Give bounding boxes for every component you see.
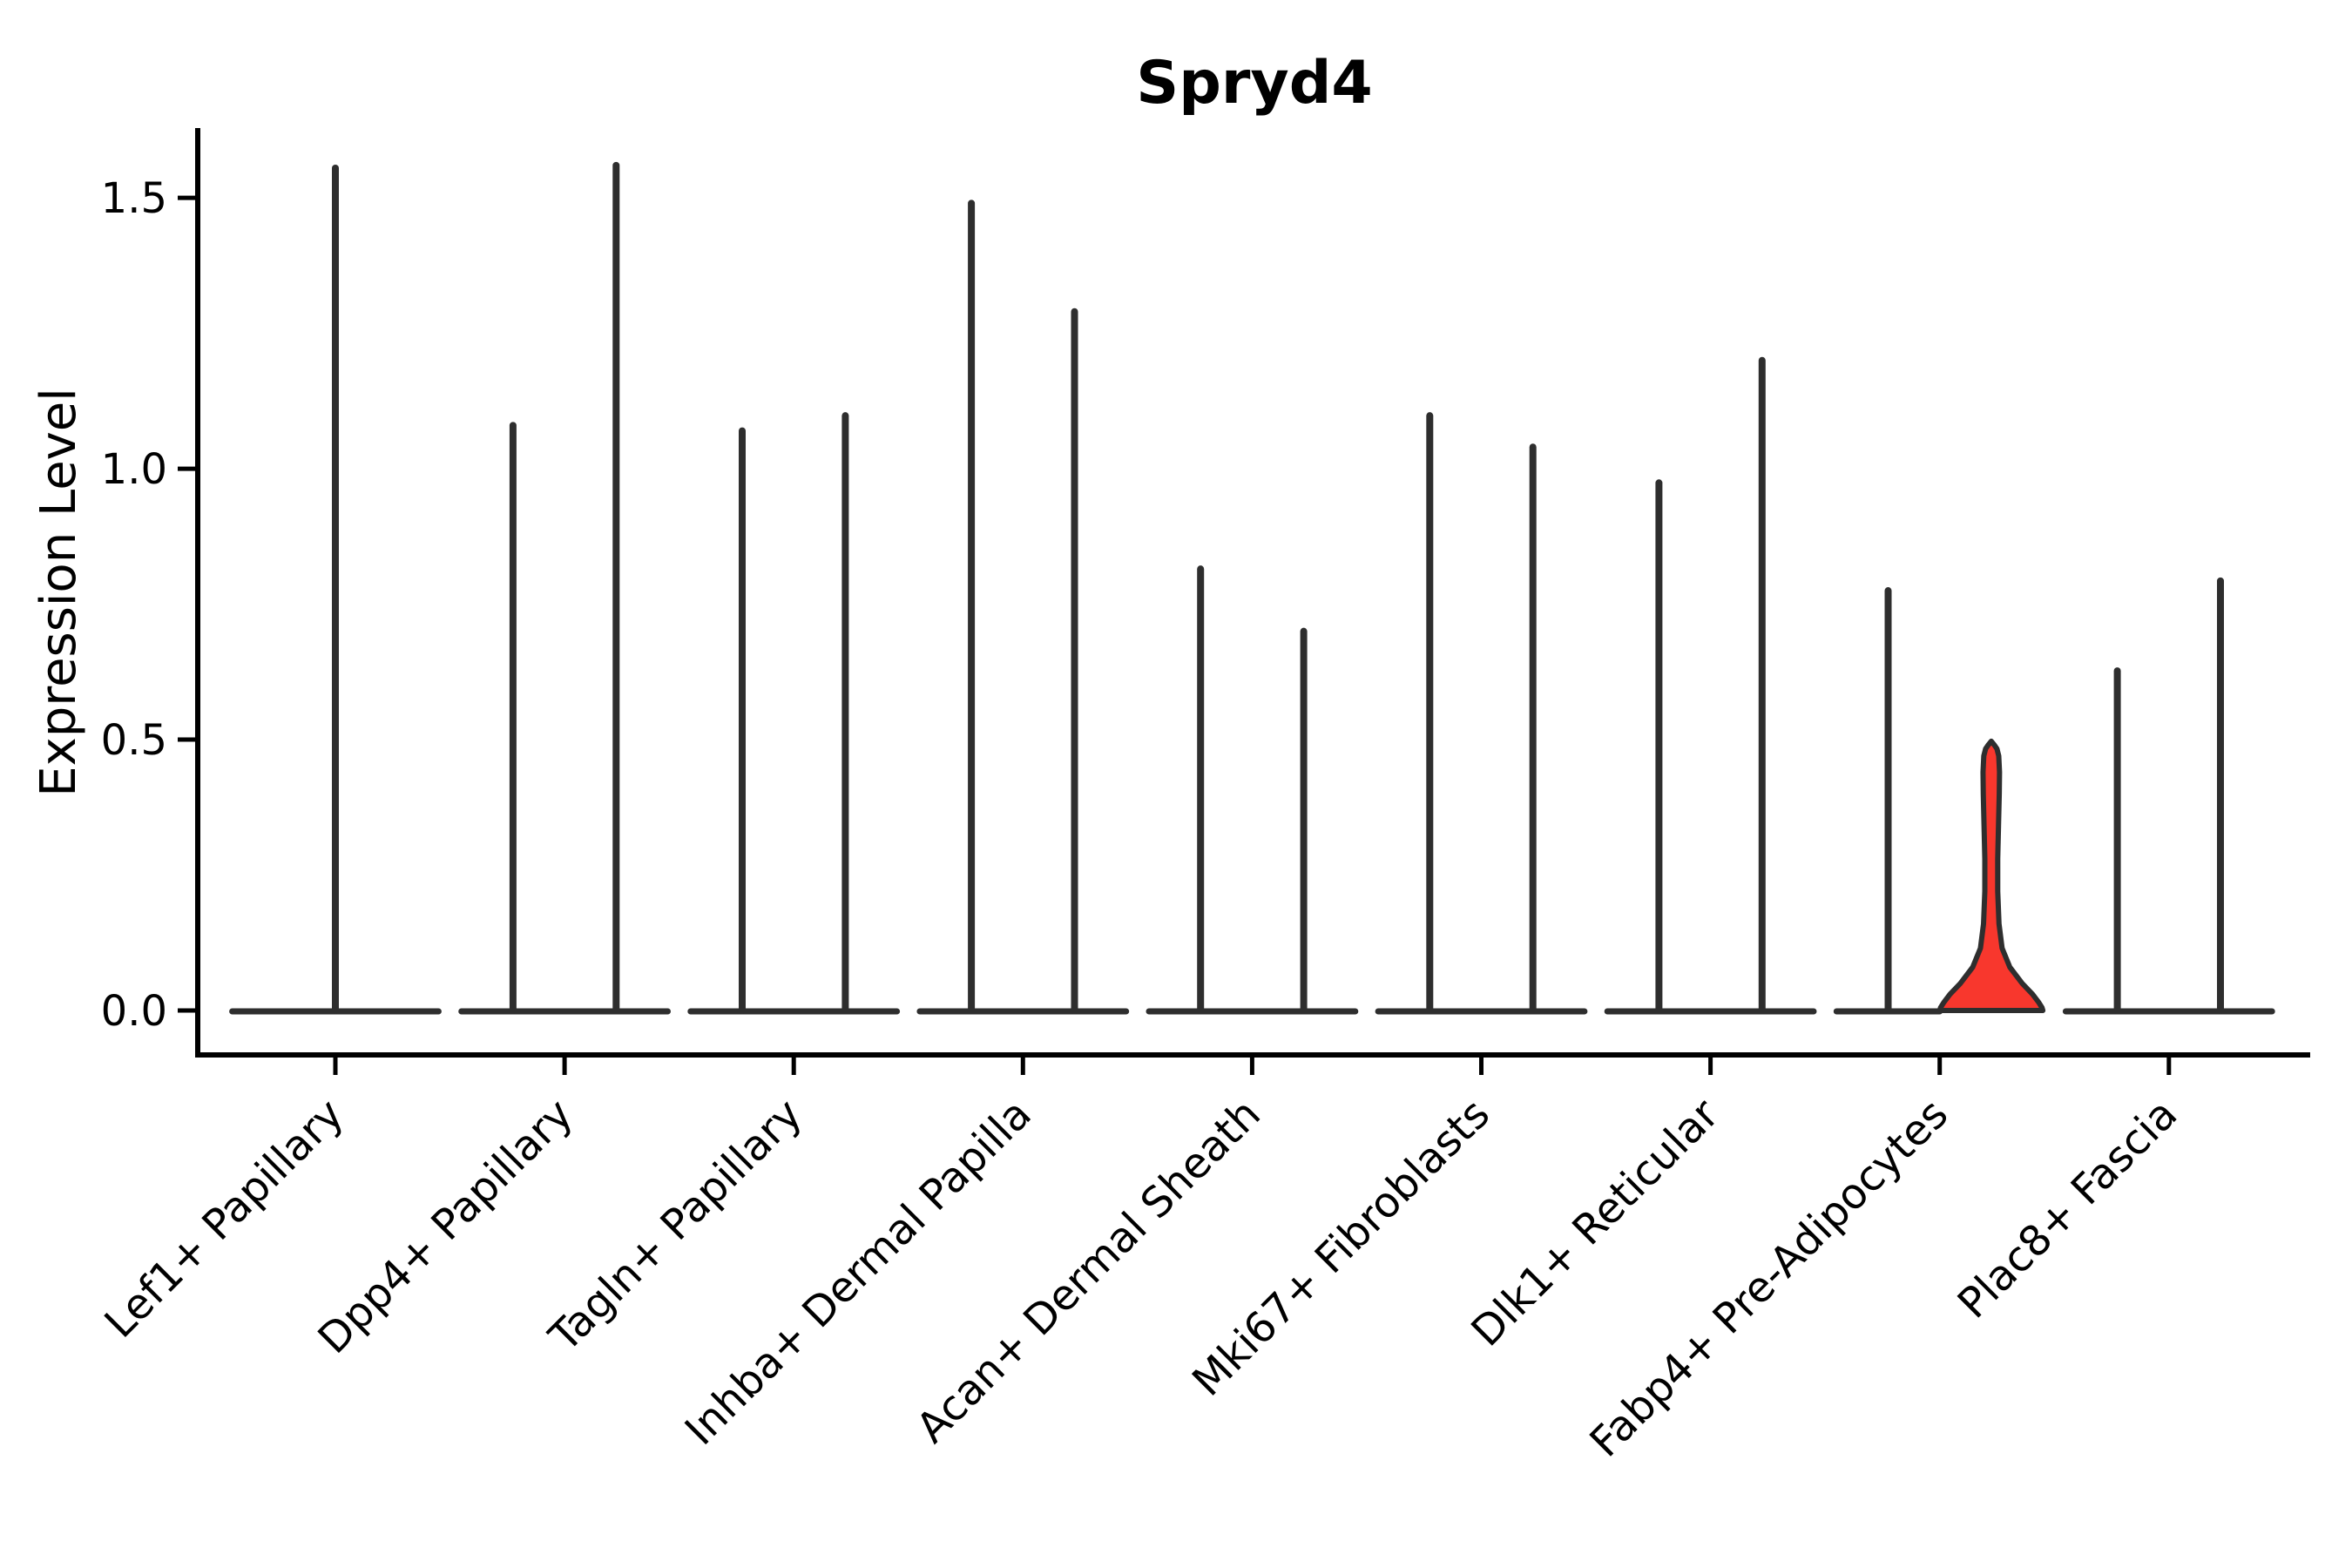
y-tick-label: 1.5 xyxy=(101,174,167,223)
x-tick-label: Plac8+ Fascia xyxy=(1949,1090,2187,1328)
y-axis-label: Expression Level xyxy=(30,388,87,797)
y-tick-label: 0.5 xyxy=(101,716,167,765)
y-tick-label: 1.0 xyxy=(101,445,167,494)
y-tick-label: 0.0 xyxy=(101,987,167,1036)
x-tick-label: Dlk1+ Reticular xyxy=(1462,1090,1728,1356)
x-tick-label: Dpp4+ Papillary xyxy=(309,1090,583,1363)
x-tick-label: Tagln+ Papillary xyxy=(539,1090,811,1362)
chart-title: Spryd4 xyxy=(1136,49,1373,118)
highlighted-violin xyxy=(1936,738,2046,1013)
x-tick-label: Lef1+ Papillary xyxy=(96,1090,354,1348)
